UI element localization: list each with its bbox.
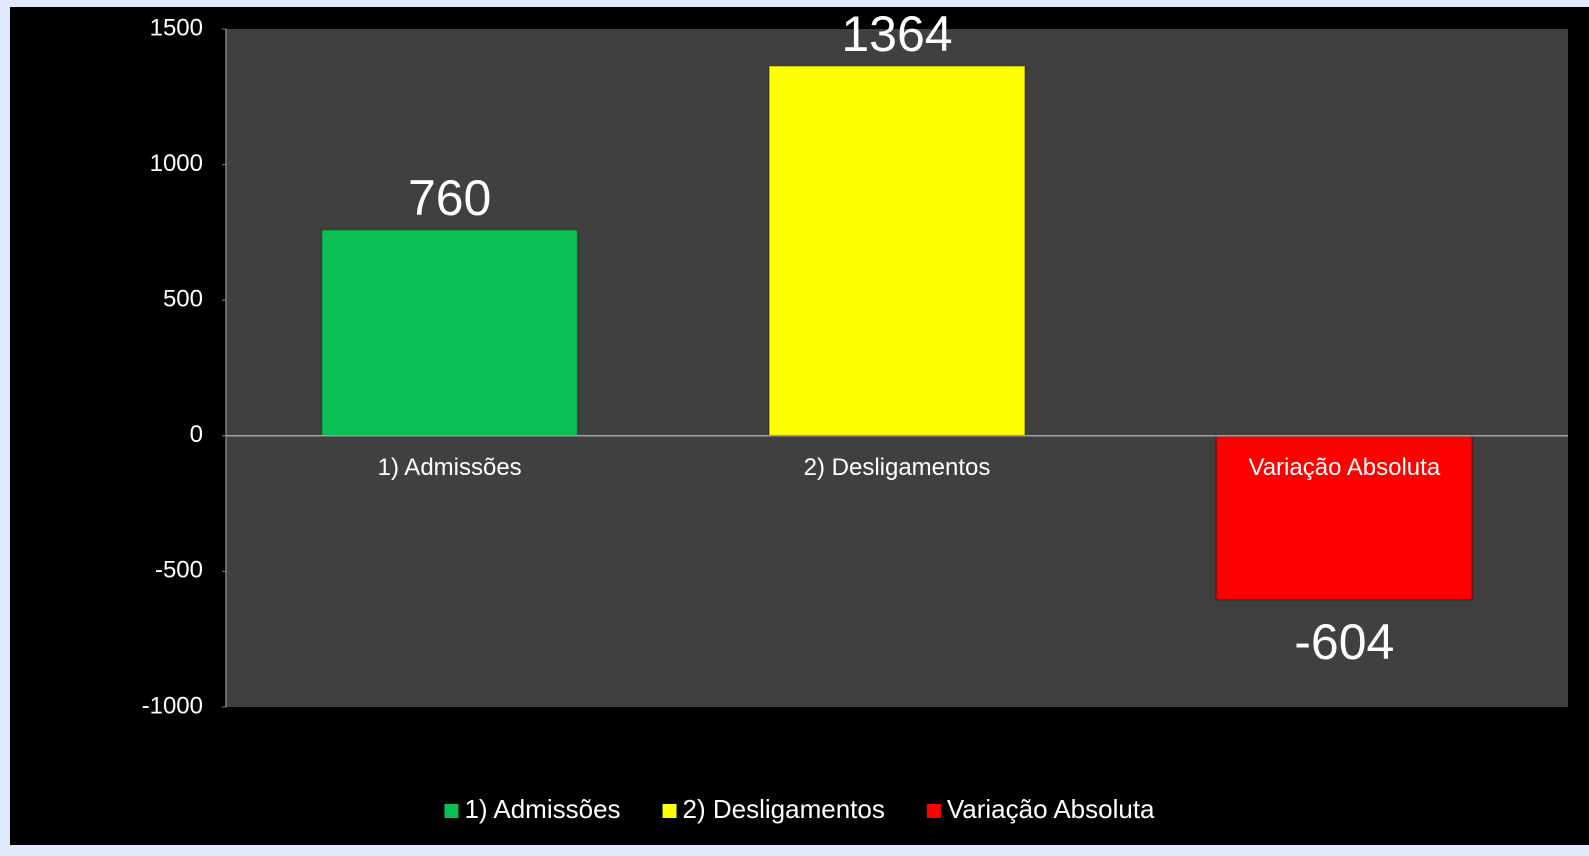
y-tick-label: -500 [155,557,203,584]
y-tick-label: 500 [163,286,203,313]
y-tick-label: 1500 [150,14,203,41]
legend: 1) Admissões 2) Desligamentos Variação Abs… [444,794,1155,824]
legend-label: 2) Desligamentos [683,794,885,824]
legend-swatch [662,804,677,818]
bar [768,64,1026,437]
y-tick-label: -1000 [142,692,203,719]
data-label: -604 [1294,614,1394,670]
x-tick-label: Variação Absoluta [1248,454,1440,481]
legend-swatch [926,804,941,818]
x-tick-label: 1) Admissões [378,454,522,481]
data-label: 1364 [841,6,952,62]
bar [1215,434,1474,601]
data-label: 760 [408,170,491,226]
y-tick-label: 1000 [150,150,203,177]
x-tick-label: 2) Desligamentos [804,454,991,481]
y-tick-label: 0 [190,421,203,448]
legend-label: Variação Absoluta [947,794,1155,824]
bar [320,228,579,437]
legend-label: 1) Admissões [464,794,620,824]
legend-swatch [444,804,459,818]
